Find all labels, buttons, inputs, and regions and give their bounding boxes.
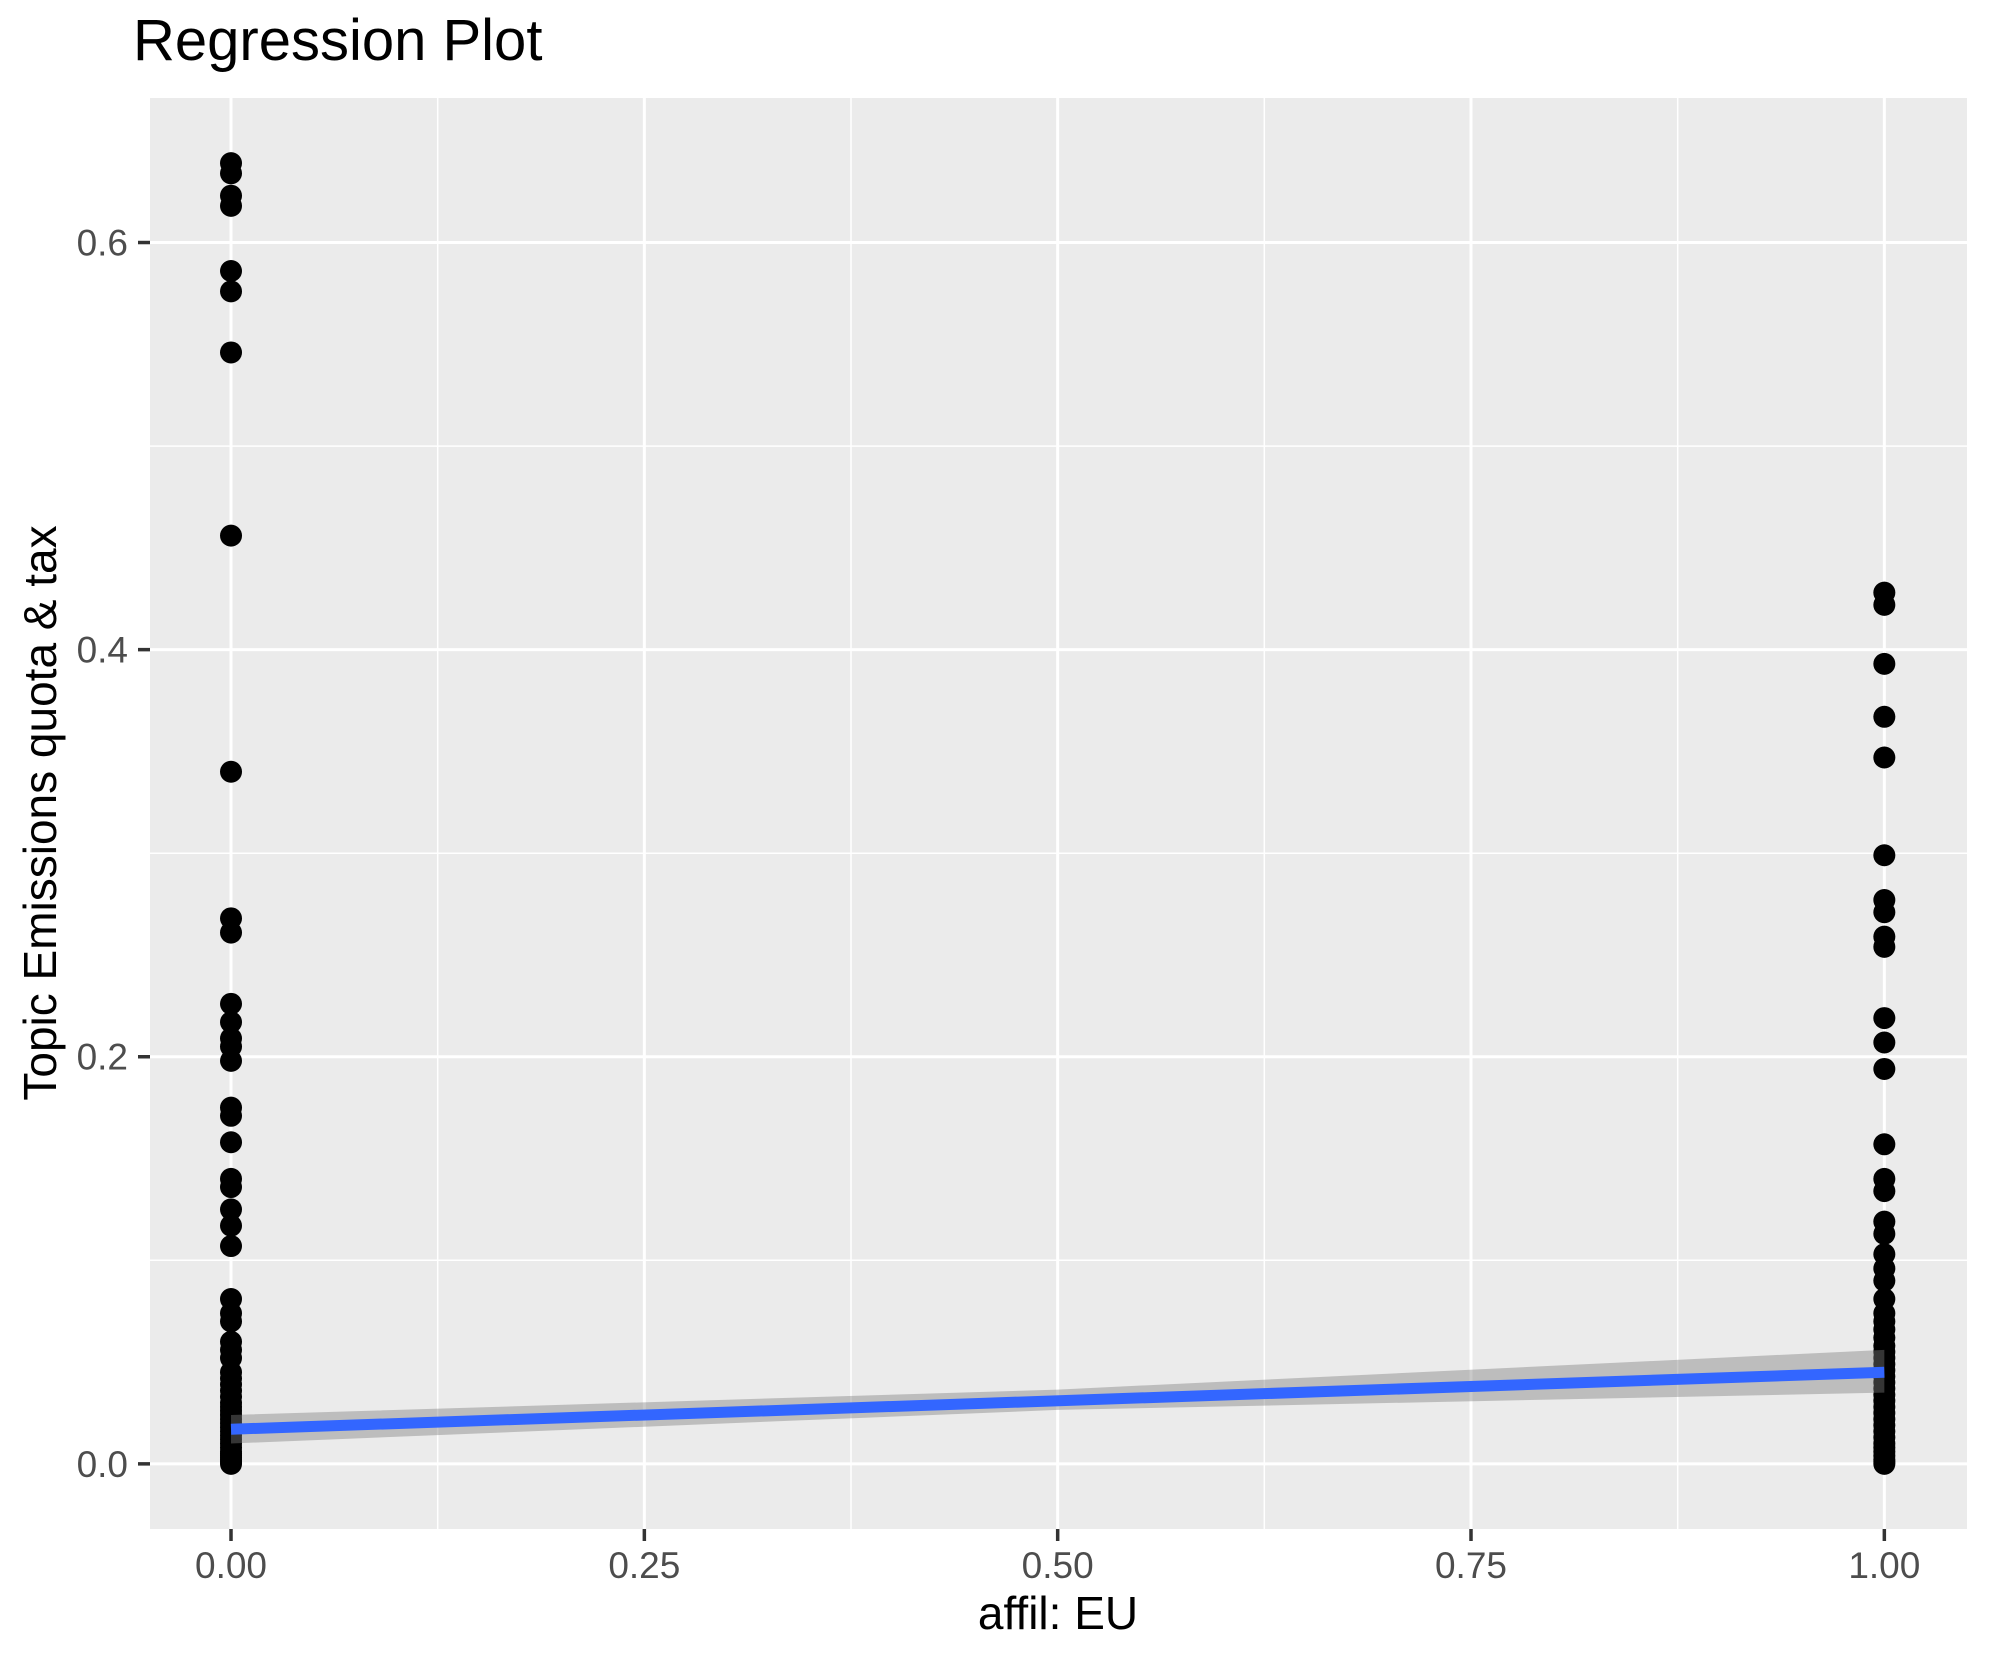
data-point — [220, 280, 243, 303]
x-tick-label: 1.00 — [1848, 1545, 1920, 1586]
data-point — [220, 992, 243, 1015]
x-tick-label: 0.50 — [1022, 1545, 1094, 1586]
data-point — [220, 760, 243, 783]
data-point — [220, 260, 243, 283]
y-tick-label: 0.2 — [77, 1037, 128, 1078]
data-point — [220, 524, 243, 547]
data-point — [1873, 1222, 1896, 1245]
data-point — [1873, 1031, 1896, 1054]
data-point — [1873, 652, 1896, 675]
data-point — [220, 921, 243, 944]
data-point — [220, 194, 243, 217]
x-tick-label: 0.25 — [608, 1545, 680, 1586]
data-point — [220, 1104, 243, 1127]
y-tick-label: 0.0 — [77, 1444, 128, 1485]
data-point — [1873, 593, 1896, 616]
y-tick-label: 0.4 — [77, 630, 128, 671]
data-point — [220, 1310, 243, 1333]
data-point — [220, 1235, 243, 1258]
data-point — [1873, 1133, 1896, 1156]
data-point — [1873, 901, 1896, 924]
plot-title: Regression Plot — [133, 8, 543, 73]
x-tick-label: 0.00 — [195, 1545, 267, 1586]
data-point — [220, 162, 243, 185]
data-point — [220, 341, 243, 364]
data-point — [220, 1214, 243, 1237]
regression-line — [230, 1366, 1885, 1435]
x-tick-label: 0.75 — [1435, 1545, 1507, 1586]
data-point — [1873, 1057, 1896, 1080]
y-axis-title: Topic Emissions quota & tax — [14, 525, 66, 1101]
data-point — [1873, 1452, 1896, 1475]
data-point — [220, 1452, 243, 1475]
data-point — [220, 1176, 243, 1199]
data-point — [220, 1049, 243, 1072]
data-point — [1873, 705, 1896, 728]
data-point — [1873, 1007, 1896, 1030]
y-tick-label: 0.6 — [77, 223, 128, 264]
x-axis-title: affil: EU — [977, 1587, 1139, 1639]
data-point — [220, 1011, 243, 1034]
data-point — [220, 1131, 243, 1154]
data-point — [1873, 844, 1896, 867]
data-point — [1873, 1269, 1896, 1292]
data-point — [1873, 1180, 1896, 1203]
data-point — [220, 1198, 243, 1221]
data-point — [1873, 935, 1896, 958]
data-point — [1873, 746, 1896, 769]
